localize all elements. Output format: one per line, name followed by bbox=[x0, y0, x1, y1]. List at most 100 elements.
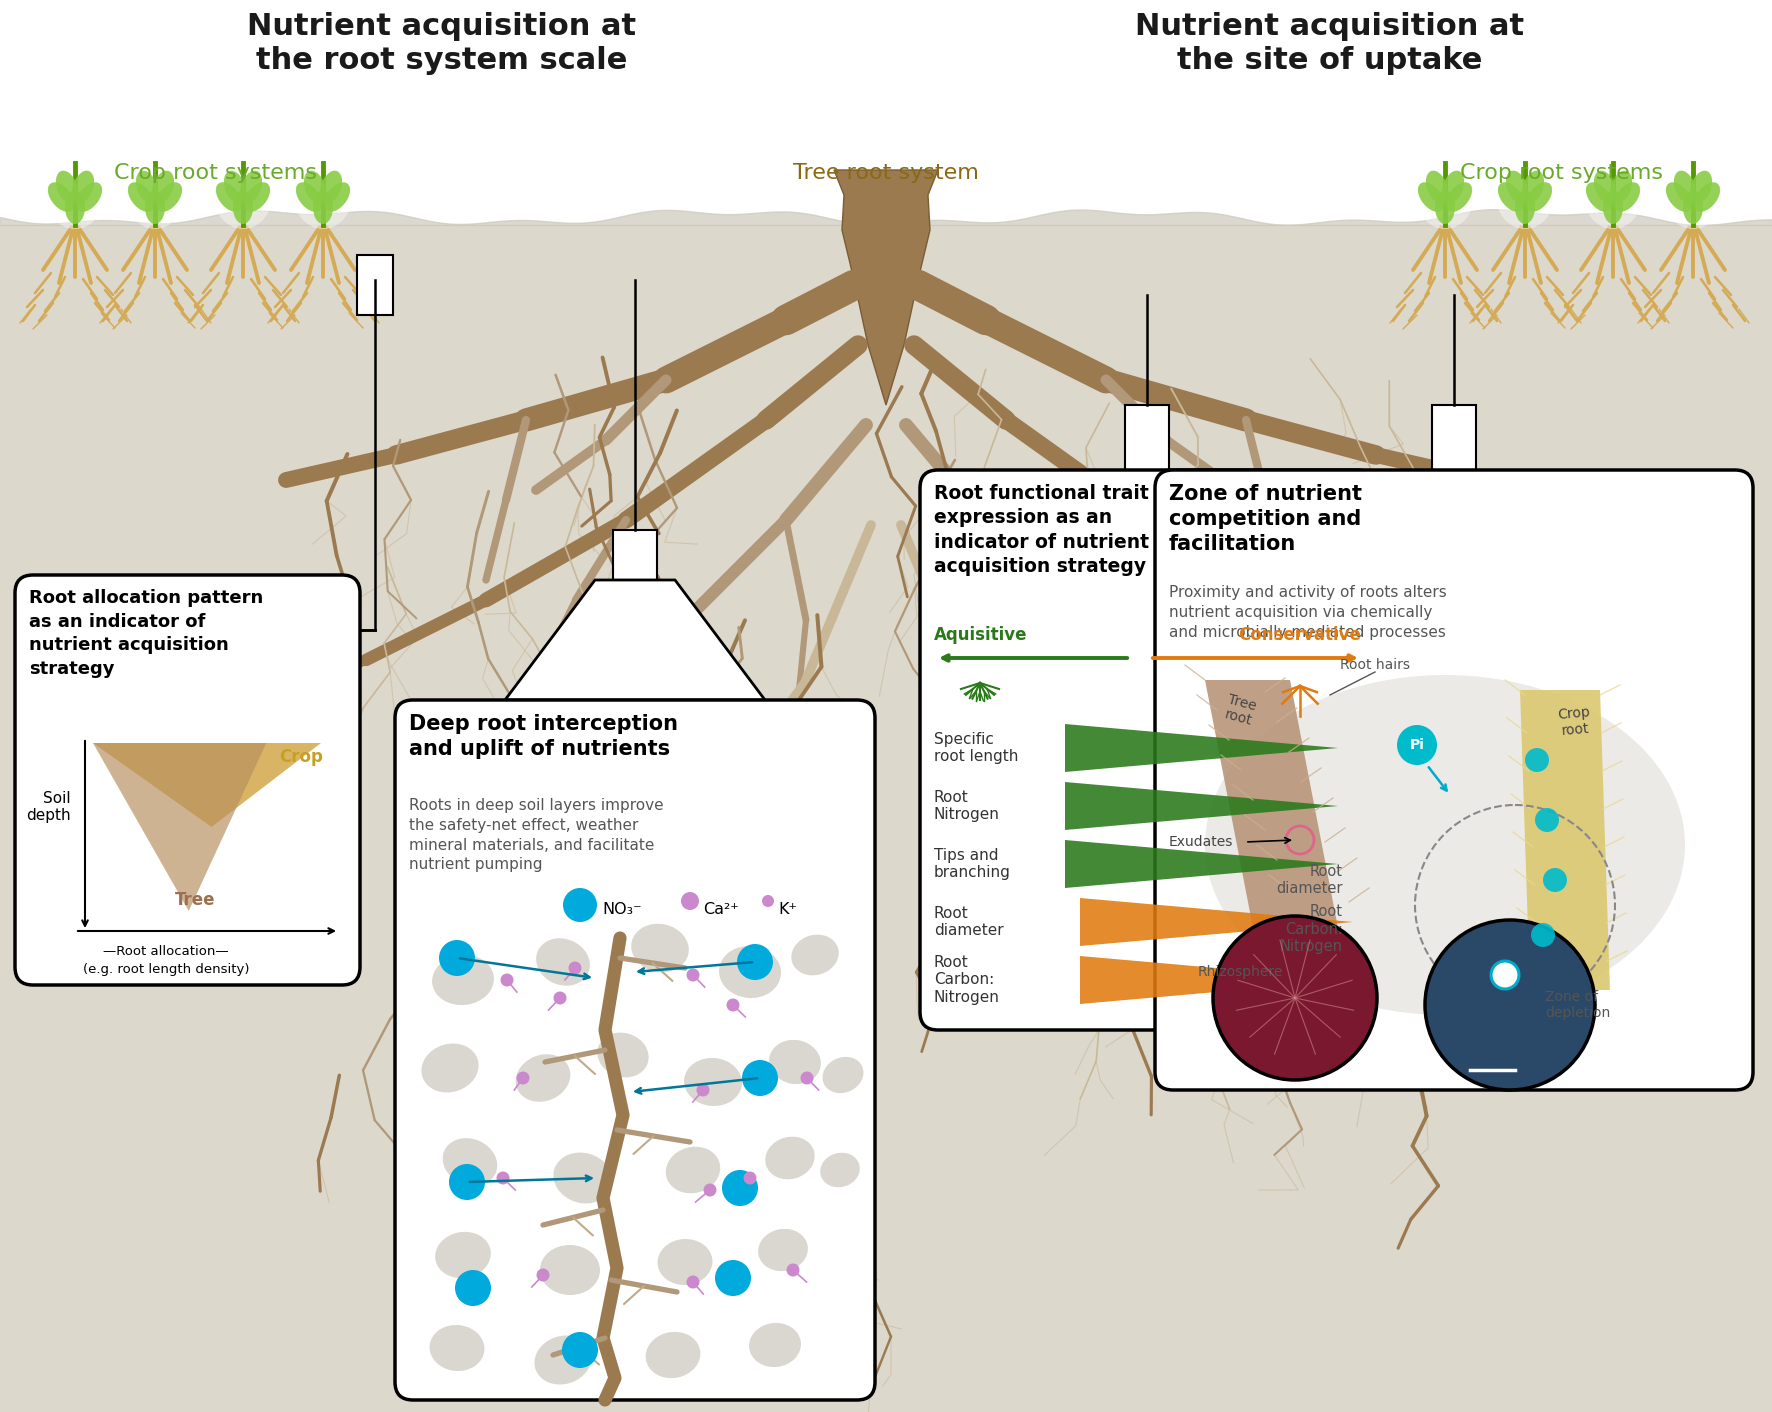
Polygon shape bbox=[92, 743, 321, 827]
Ellipse shape bbox=[1666, 182, 1692, 212]
Ellipse shape bbox=[443, 1138, 498, 1186]
Ellipse shape bbox=[66, 191, 85, 225]
FancyBboxPatch shape bbox=[395, 700, 875, 1401]
Text: Root hairs: Root hairs bbox=[1340, 658, 1411, 672]
Circle shape bbox=[569, 962, 581, 974]
Polygon shape bbox=[835, 169, 937, 405]
Ellipse shape bbox=[1526, 182, 1552, 212]
Text: Root
Carbon:
Nitrogen: Root Carbon: Nitrogen bbox=[934, 955, 999, 1005]
Circle shape bbox=[537, 1268, 549, 1282]
Ellipse shape bbox=[1205, 675, 1685, 1015]
Text: Zone of
depletion: Zone of depletion bbox=[1545, 990, 1611, 1021]
Circle shape bbox=[1396, 724, 1437, 765]
Circle shape bbox=[1535, 808, 1559, 832]
Text: Aquisitive: Aquisitive bbox=[934, 626, 1028, 644]
Circle shape bbox=[714, 1260, 751, 1296]
Ellipse shape bbox=[540, 1245, 601, 1295]
Text: Roots in deep soil layers improve
the safety-net effect, weather
mineral materia: Roots in deep soil layers improve the sa… bbox=[409, 798, 664, 873]
Text: Zone of nutrient
competition and
facilitation: Zone of nutrient competition and facilit… bbox=[1170, 484, 1363, 554]
Text: Root functional trait
expression as an
indicator of nutrient
acquisition strateg: Root functional trait expression as an i… bbox=[934, 484, 1148, 576]
Polygon shape bbox=[1079, 898, 1354, 946]
Ellipse shape bbox=[57, 171, 78, 203]
Bar bbox=[1125, 405, 1170, 470]
Circle shape bbox=[744, 1172, 757, 1185]
Circle shape bbox=[553, 991, 567, 1004]
Ellipse shape bbox=[1497, 182, 1524, 212]
Text: Conservative: Conservative bbox=[1239, 626, 1361, 644]
Ellipse shape bbox=[657, 1238, 712, 1285]
Ellipse shape bbox=[305, 171, 326, 203]
Polygon shape bbox=[505, 580, 766, 700]
Ellipse shape bbox=[766, 1137, 815, 1179]
Polygon shape bbox=[1065, 724, 1338, 772]
Circle shape bbox=[1543, 868, 1566, 892]
Circle shape bbox=[686, 969, 700, 981]
Text: Nutrient acquisition at
the site of uptake: Nutrient acquisition at the site of upta… bbox=[1136, 11, 1524, 75]
Circle shape bbox=[801, 1072, 813, 1084]
Ellipse shape bbox=[535, 1336, 592, 1385]
Text: Root allocation pattern
as an indicator of
nutrient acquisition
strategy: Root allocation pattern as an indicator … bbox=[28, 589, 264, 678]
Circle shape bbox=[563, 888, 597, 922]
Circle shape bbox=[1490, 962, 1519, 988]
Circle shape bbox=[727, 998, 739, 1011]
Ellipse shape bbox=[1515, 191, 1535, 225]
Circle shape bbox=[787, 1264, 799, 1276]
Circle shape bbox=[455, 1269, 491, 1306]
Circle shape bbox=[562, 1332, 597, 1368]
Circle shape bbox=[686, 1275, 700, 1289]
Ellipse shape bbox=[239, 171, 262, 203]
Ellipse shape bbox=[1506, 171, 1527, 203]
Circle shape bbox=[1526, 748, 1549, 772]
Text: Soil
depth: Soil depth bbox=[27, 791, 71, 823]
Ellipse shape bbox=[126, 157, 184, 229]
Bar bbox=[0, 225, 1772, 1412]
Bar bbox=[1432, 405, 1476, 470]
Text: Tree
root: Tree root bbox=[1223, 692, 1258, 729]
Circle shape bbox=[516, 1072, 530, 1084]
Bar bbox=[613, 530, 657, 580]
Ellipse shape bbox=[145, 191, 165, 225]
Text: Nutrient acquisition at
the root system scale: Nutrient acquisition at the root system … bbox=[248, 11, 636, 75]
Ellipse shape bbox=[292, 157, 353, 229]
Text: Exudates: Exudates bbox=[1170, 834, 1233, 849]
Ellipse shape bbox=[820, 1152, 859, 1187]
Ellipse shape bbox=[645, 1332, 700, 1378]
FancyBboxPatch shape bbox=[1155, 470, 1753, 1090]
Text: Tree root system: Tree root system bbox=[794, 162, 978, 184]
Circle shape bbox=[680, 892, 698, 909]
Ellipse shape bbox=[769, 1039, 820, 1084]
Ellipse shape bbox=[1675, 171, 1696, 203]
Ellipse shape bbox=[245, 182, 269, 212]
Ellipse shape bbox=[537, 939, 590, 986]
Ellipse shape bbox=[1694, 182, 1721, 212]
Ellipse shape bbox=[1418, 182, 1444, 212]
Ellipse shape bbox=[758, 1228, 808, 1271]
Ellipse shape bbox=[44, 157, 105, 229]
Ellipse shape bbox=[553, 1152, 613, 1203]
Polygon shape bbox=[1079, 956, 1354, 1004]
Ellipse shape bbox=[321, 171, 342, 203]
Polygon shape bbox=[1520, 690, 1611, 990]
Text: Ca²⁺: Ca²⁺ bbox=[703, 902, 739, 918]
Text: NO₃⁻: NO₃⁻ bbox=[602, 902, 641, 918]
Text: Deep root interception
and uplift of nutrients: Deep root interception and uplift of nut… bbox=[409, 714, 679, 758]
Ellipse shape bbox=[719, 946, 781, 998]
Text: Crop root systems: Crop root systems bbox=[113, 162, 317, 184]
Ellipse shape bbox=[232, 191, 253, 225]
Text: K⁺: K⁺ bbox=[778, 902, 797, 918]
Ellipse shape bbox=[822, 1056, 863, 1093]
Ellipse shape bbox=[152, 171, 174, 203]
Circle shape bbox=[1425, 921, 1595, 1090]
Circle shape bbox=[448, 1163, 486, 1200]
Ellipse shape bbox=[684, 1058, 742, 1106]
Ellipse shape bbox=[666, 1147, 719, 1193]
Circle shape bbox=[696, 1083, 709, 1097]
Bar bbox=[356, 256, 393, 315]
Text: Root
Nitrogen: Root Nitrogen bbox=[934, 789, 999, 822]
Ellipse shape bbox=[1442, 171, 1464, 203]
Ellipse shape bbox=[597, 1032, 649, 1077]
Ellipse shape bbox=[1426, 171, 1448, 203]
Ellipse shape bbox=[73, 171, 94, 203]
Text: Rhizosphere: Rhizosphere bbox=[1198, 964, 1283, 979]
FancyBboxPatch shape bbox=[920, 470, 1375, 1029]
